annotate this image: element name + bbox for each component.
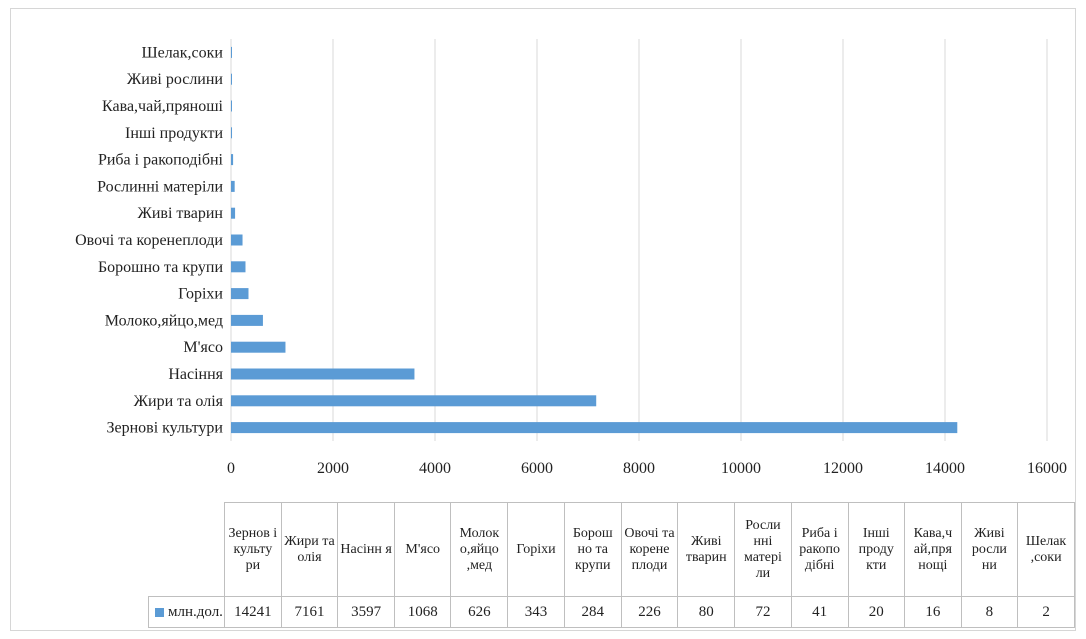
data-table-header-cell: Шелак ,соки	[1017, 502, 1075, 597]
data-table-header-cell: Овочі та корене плоди	[620, 502, 679, 597]
data-table-value-cell: 41	[790, 596, 849, 628]
data-table-header-cell: Жири та олія	[280, 502, 339, 597]
data-table-header-row: Зернов і культу ри Жири та олія Насінн я М'…	[148, 502, 1075, 597]
data-table-value-row: млн.дол. 14241 7161 3597 1068 626 343 284 226 80…	[148, 596, 1075, 628]
x-tick-label: 6000	[521, 460, 553, 477]
data-table-header-cell: Живі росли ни	[960, 502, 1019, 597]
bar	[231, 288, 249, 300]
data-table-header-cell: Горіхи	[507, 502, 565, 597]
data-table-value-cell: 1068	[394, 596, 452, 628]
bar	[231, 46, 232, 58]
data-table-value-cell: 626	[450, 596, 509, 628]
x-tick-label: 14000	[925, 460, 965, 477]
data-table-header-cell: Борош но та крупи	[563, 502, 622, 597]
data-table-header-cell: Росли нні матері ли	[734, 502, 792, 597]
category-label: Зернові культури	[106, 420, 223, 437]
data-table-header-cell: Інші проду кти	[847, 502, 906, 597]
bar	[231, 127, 233, 139]
data-table-value-cell: 2	[1017, 596, 1075, 628]
bar	[231, 395, 597, 407]
data-table-value-cell: 226	[620, 596, 679, 628]
legend-swatch	[155, 608, 164, 618]
x-tick-label: 12000	[823, 460, 863, 477]
data-table-value-cell: 284	[563, 596, 622, 628]
data-table-header-cell: Живі тварин	[677, 502, 736, 597]
x-tick-label: 0	[227, 460, 235, 477]
x-tick-label: 16000	[1027, 460, 1067, 477]
bar	[231, 100, 232, 112]
category-label: М'ясо	[183, 339, 223, 356]
bar	[231, 180, 235, 192]
data-table: Зернов і культу ри Жири та олія Насінн я М'…	[148, 502, 1075, 628]
bar	[231, 234, 243, 246]
data-table-value-cell: 20	[847, 596, 906, 628]
category-label: Рослинні матеріли	[97, 178, 223, 195]
category-label: Живі тварин	[138, 205, 224, 222]
data-table-header-cell: Насінн я	[337, 502, 396, 597]
data-table-header-cell: Риба і ракопо дібні	[790, 502, 849, 597]
category-label: Борошно та крупи	[98, 259, 223, 276]
data-table-header-cell: Молок о,яйцо ,мед	[450, 502, 509, 597]
bar	[231, 422, 958, 434]
category-label: Овочі та коренеплоди	[75, 232, 223, 249]
x-tick-label: 8000	[623, 460, 655, 477]
data-table-header-cell: М'ясо	[394, 502, 452, 597]
bar	[231, 261, 246, 273]
data-table-value-cell: 3597	[337, 596, 396, 628]
data-table-header-cell: Кава,ч ай,пря нощі	[904, 502, 962, 597]
category-label: Інші продукти	[125, 125, 223, 142]
x-tick-label: 2000	[317, 460, 349, 477]
data-table-value-cell: 72	[734, 596, 792, 628]
series-name: млн.дол.	[168, 604, 223, 620]
x-tick-label: 10000	[721, 460, 761, 477]
category-label: Шелак,соки	[141, 44, 223, 61]
bar	[231, 154, 234, 166]
bar	[231, 368, 415, 380]
category-label: Жири та олія	[134, 393, 224, 410]
category-label: Горіхи	[178, 286, 223, 303]
category-label: Риба і ракоподібні	[98, 152, 224, 169]
data-table-value-cell: 343	[507, 596, 565, 628]
bar	[231, 314, 263, 326]
data-table-series-label: млн.дол.	[148, 596, 225, 628]
bar-chart: 0 2000 4000 6000 8000 10000 12000 14000 16000 Зер…	[75, 39, 1067, 477]
data-table-corner	[148, 502, 225, 597]
data-table-header-cell: Зернов і культу ри	[223, 502, 282, 597]
data-table-value-cell: 80	[677, 596, 736, 628]
category-label: Кава,чай,пряноші	[102, 98, 224, 115]
bar	[231, 341, 286, 353]
category-label: Молоко,яйцо,мед	[105, 312, 223, 329]
data-table-value-cell: 7161	[280, 596, 339, 628]
category-label: Насіння	[168, 366, 223, 383]
data-table-value-cell: 16	[904, 596, 962, 628]
chart-frame: 0 2000 4000 6000 8000 10000 12000 14000 16000 Зер…	[10, 8, 1076, 631]
data-table-value-cell: 14241	[223, 596, 282, 628]
bar	[231, 73, 232, 85]
category-label: Живі рослини	[127, 71, 224, 88]
data-table-value-cell: 8	[960, 596, 1019, 628]
bar	[231, 207, 236, 219]
x-tick-label: 4000	[419, 460, 451, 477]
